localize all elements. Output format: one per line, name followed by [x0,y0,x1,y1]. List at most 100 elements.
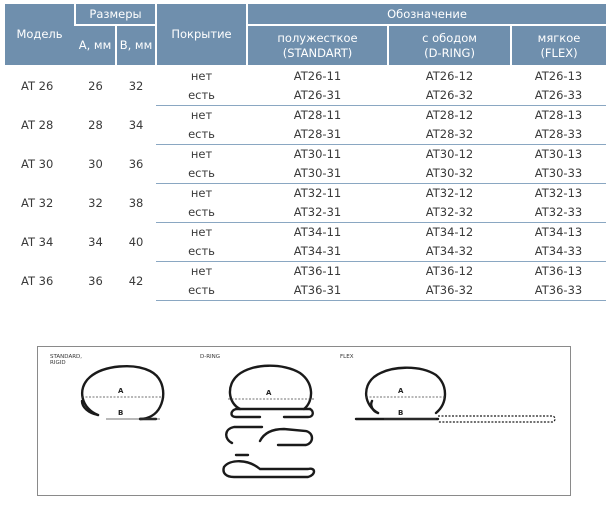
dring-dim-a: A [266,389,272,397]
standart-code-cell: AT30-11 [293,147,342,161]
standart-code-cell: AT28-31 [247,125,389,145]
flex-code-cell: AT28-33 [511,125,606,145]
coating-cell: нет [190,147,213,161]
standart-code-cell: AT26-31 [247,86,389,106]
size-b-cell: 38 [128,195,144,210]
standart-code-cell: AT34-31 [247,242,389,262]
coating-cell: нет [190,264,213,278]
table-row: есть AT26-31 AT26-32 AT26-33 [5,86,606,106]
dring-code-cell: AT28-32 [388,125,512,145]
size-a-cell: 30 [88,156,103,171]
size-a-cell: 32 [88,195,103,210]
header-soft-line2: (FLEX) [540,45,578,60]
standard-dim-b: B [118,409,123,417]
coating-cell: есть [156,86,248,106]
dring-code-cell: AT32-12 [425,186,474,200]
dring-ring-drawing [222,364,316,479]
dring-code-cell: AT32-32 [388,203,512,223]
flex-code-cell: AT34-13 [534,225,583,239]
label-dring: D-RING [200,354,221,360]
header-d-ring-line1: с ободом [422,30,477,45]
size-a-cell: 28 [88,117,103,132]
table-row: есть AT34-31 AT34-32 AT34-33 [5,242,606,262]
coating-cell: есть [156,125,248,145]
header-designation: Обозначение [246,4,606,26]
standart-code-cell: AT32-31 [247,203,389,223]
flex-dimensions [366,396,446,420]
flex-code-cell: AT32-13 [534,186,583,200]
table-row: есть AT36-31 AT36-32 AT36-33 [5,281,606,301]
coating-cell: нет [190,225,213,239]
header-semi-rigid-line1: полужесткое [277,30,358,45]
size-a-cell: 34 [88,234,103,249]
coating-cell: есть [156,281,248,301]
specification-table: Модель Размеры Покрытие Обозначение А, м… [5,4,606,301]
header-soft: мягкое (FLEX) [510,25,606,67]
standart-code-cell: AT30-31 [247,164,389,184]
header-sizes: Размеры [73,4,157,26]
coating-cell: нет [190,186,213,200]
header-size-b: В, мм [114,25,157,67]
size-b-cell: 42 [128,273,144,288]
table-row: есть AT32-31 AT32-32 AT32-33 [5,203,606,223]
table-row: AT 30 30 36 нет AT30-11 AT30-12 AT30-13 [5,145,606,171]
header-semi-rigid-line2: (STANDART) [282,45,353,60]
flex-code-cell: AT34-33 [511,242,606,262]
standard-dim-a: A [118,387,124,395]
standart-code-cell: AT26-11 [293,69,342,83]
flex-code-cell: AT32-33 [511,203,606,223]
model-cell: AT 32 [21,195,54,210]
table-row: есть AT30-31 AT30-32 AT30-33 [5,164,606,184]
header-d-ring: с ободом (D-RING) [387,25,512,67]
flex-dim-b: B [398,409,403,417]
size-b-cell: 36 [128,156,144,171]
flex-dim-a: A [398,387,404,395]
model-cell: AT 36 [21,273,54,288]
coating-cell: нет [190,69,213,83]
header-semi-rigid: полужесткое (STANDART) [246,25,389,67]
table-row: AT 36 36 42 нет AT36-11 AT36-12 AT36-13 [5,262,606,288]
coating-cell: есть [156,242,248,262]
flex-extension [438,415,556,423]
model-cell: AT 28 [21,117,54,132]
flex-code-cell: AT30-13 [534,147,583,161]
table-row: AT 32 32 38 нет AT32-11 AT32-12 AT32-13 [5,184,606,210]
size-b-cell: 40 [128,234,144,249]
standart-code-cell: AT34-11 [293,225,342,239]
dring-code-cell: AT30-32 [388,164,512,184]
flex-code-cell: AT28-13 [534,108,583,122]
standart-code-cell: AT36-31 [247,281,389,301]
flex-code-cell: AT26-13 [534,69,583,83]
table-row: есть AT28-31 AT28-32 AT28-33 [5,125,606,145]
standart-code-cell: AT32-11 [293,186,342,200]
label-flex: FLEX [340,354,354,360]
ring-types-figure: STANDARD, RIGID D-RING FLEX A B A [37,346,571,496]
label-standard: STANDARD, RIGID [50,354,82,366]
coating-cell: нет [190,108,213,122]
header-model: Модель [5,4,75,67]
model-cell: AT 26 [21,78,54,93]
size-a-cell: 36 [88,273,103,288]
standart-code-cell: AT36-11 [293,264,342,278]
table-row: AT 26 26 32 нет AT26-11 AT26-12 AT26-13 [5,66,606,93]
dring-code-cell: AT28-12 [425,108,474,122]
size-a-cell: 26 [88,78,103,93]
model-cell: AT 30 [21,156,54,171]
dring-code-cell: AT26-32 [388,86,512,106]
standart-code-cell: AT28-11 [293,108,342,122]
ring-drawings: A B A A B [80,364,556,479]
dring-code-cell: AT36-12 [425,264,474,278]
dring-code-cell: AT36-32 [388,281,512,301]
header-size-a: А, мм [75,25,116,67]
label-standard-line2: RIGID [50,360,66,366]
size-b-cell: 32 [128,78,144,93]
label-standard-line1: STANDARD, [50,354,83,360]
coating-cell: есть [156,203,248,223]
dring-code-cell: AT34-12 [425,225,474,239]
header-soft-line1: мягкое [537,30,581,45]
coating-cell: есть [156,164,248,184]
size-b-cell: 34 [128,117,144,132]
header-coating: Покрытие [155,4,248,67]
flex-code-cell: AT26-33 [511,86,606,106]
table-row: AT 34 34 40 нет AT34-11 AT34-12 AT34-13 [5,223,606,249]
